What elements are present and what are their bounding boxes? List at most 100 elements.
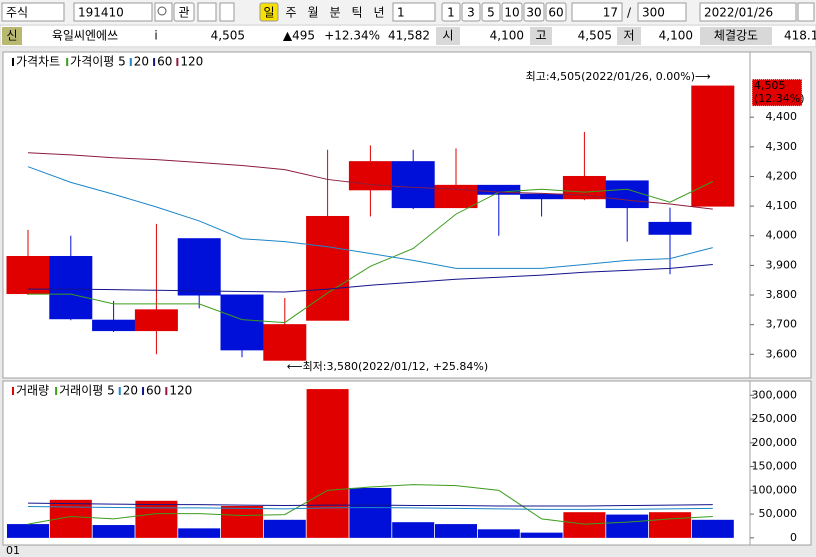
- toolbar-label[interactable]: 1: [447, 6, 455, 20]
- legend-item: 20: [123, 384, 138, 398]
- toolbar-control[interactable]: [523, 2, 545, 22]
- volume-bar: [520, 532, 563, 538]
- toolbar-label[interactable]: 5: [487, 6, 495, 20]
- toolbar-control[interactable]: [699, 2, 797, 22]
- moving-average: [27, 484, 713, 525]
- current-price-box: [751, 78, 803, 107]
- spin-button[interactable]: [219, 2, 235, 22]
- y-tick-label: 4,200: [766, 169, 798, 182]
- nav-button[interactable]: [797, 2, 815, 22]
- y-tick-label: 0: [790, 531, 797, 544]
- info-bar-bg: [0, 24, 816, 48]
- toolbar-control[interactable]: [173, 2, 195, 22]
- toolbar-control[interactable]: [73, 2, 153, 22]
- info-value: +12.34%: [324, 29, 380, 43]
- legend-swatch: [165, 387, 168, 395]
- toolbar-control[interactable]: [259, 2, 279, 22]
- toolbar-label[interactable]: 300: [642, 6, 665, 20]
- toolbar-control[interactable]: [545, 2, 567, 22]
- info-cell: [700, 27, 772, 45]
- toolbar-label[interactable]: 월: [307, 6, 318, 20]
- volume-bar: [691, 519, 734, 538]
- y-tick-label: 3,700: [766, 318, 798, 331]
- legend-swatch: [142, 387, 145, 395]
- toolbar-control[interactable]: [1, 2, 65, 22]
- legend-item: 60: [157, 55, 172, 69]
- volume-bar: [306, 389, 349, 538]
- moving-average: [28, 263, 713, 293]
- legend-item: 120: [180, 55, 203, 69]
- info-cell: [530, 27, 552, 45]
- y-tick-label: 250,000: [752, 412, 798, 425]
- legend-item: 20: [134, 55, 149, 69]
- toolbar-label[interactable]: 30: [526, 6, 541, 20]
- candle-body: [177, 238, 221, 296]
- moving-average: [27, 166, 713, 269]
- info-value: 4,505: [578, 29, 612, 43]
- y-tick-label: 3,800: [766, 288, 798, 301]
- toolbar-label[interactable]: 1: [397, 6, 405, 20]
- volume-bar: [563, 512, 606, 538]
- info-value: 418.13: [784, 29, 816, 43]
- legend-title: 거래량: [16, 384, 49, 398]
- legend-swatch: [12, 387, 14, 395]
- info-value: 4,100: [490, 29, 524, 43]
- volume-bar: [135, 500, 178, 538]
- toolbar-control[interactable]: [501, 2, 523, 22]
- moving-average: [28, 181, 714, 324]
- candle-body: [605, 180, 649, 209]
- candle-body: [306, 215, 350, 321]
- toolbar-control[interactable]: [637, 2, 687, 22]
- info-value: 4,100: [659, 29, 693, 43]
- toolbar-control[interactable]: [441, 2, 461, 22]
- legend-item: 거래이평 5: [59, 384, 115, 398]
- info-value: ▲495: [283, 29, 315, 43]
- tool-button[interactable]: [197, 2, 217, 22]
- candle-body: [92, 319, 136, 332]
- y-tick-label: 200,000: [752, 436, 798, 449]
- info-value: 저: [623, 29, 634, 43]
- y-tick-label: 100,000: [752, 483, 798, 496]
- legend-item: 120: [169, 384, 192, 398]
- legend-item: 60: [146, 384, 161, 398]
- toolbar-label[interactable]: 60: [548, 6, 563, 20]
- search-icon: [157, 6, 167, 16]
- toolbar-label[interactable]: 관: [178, 6, 189, 20]
- footer-label: 01: [6, 544, 20, 557]
- search-button[interactable]: [154, 2, 173, 22]
- candle-body: [49, 255, 93, 320]
- legend-swatch: [55, 387, 58, 395]
- candle-body: [391, 161, 435, 209]
- info-value: 육일씨엔에쓰: [52, 29, 118, 43]
- toolbar-label[interactable]: 주식: [6, 6, 28, 20]
- current-change: (12.34%): [754, 92, 805, 105]
- info-value: i: [154, 29, 157, 43]
- info-value: 고: [535, 29, 546, 43]
- toolbar-label[interactable]: 3: [467, 6, 475, 20]
- candle-body: [220, 294, 264, 351]
- info-cell: [617, 27, 641, 45]
- candle-body: [477, 184, 521, 195]
- toolbar-control[interactable]: [461, 2, 481, 22]
- toolbar-label[interactable]: 주: [285, 6, 296, 20]
- toolbar-label[interactable]: 년: [373, 6, 384, 20]
- volume-bar: [92, 525, 135, 538]
- toolbar-label[interactable]: 틱: [351, 6, 362, 20]
- toolbar-label[interactable]: 일: [263, 6, 274, 20]
- legend-swatch: [12, 58, 14, 66]
- toolbar-control[interactable]: [481, 2, 501, 22]
- toolbar-label[interactable]: 2022/01/26: [704, 6, 773, 20]
- moving-average: [27, 152, 713, 210]
- toolbar-label[interactable]: 분: [329, 6, 340, 20]
- y-tick-label: 300,000: [752, 388, 798, 401]
- toolbar-label[interactable]: /: [627, 6, 632, 20]
- info-cell: [2, 27, 22, 45]
- toolbar-control[interactable]: [571, 2, 623, 22]
- toolbar-label[interactable]: 191410: [78, 6, 124, 20]
- legend-swatch: [129, 58, 132, 66]
- toolbar-label[interactable]: 10: [504, 6, 519, 20]
- toolbar-control[interactable]: [392, 2, 436, 22]
- toolbar-label[interactable]: 17: [603, 6, 618, 20]
- y-tick-label: 4,400: [766, 110, 798, 123]
